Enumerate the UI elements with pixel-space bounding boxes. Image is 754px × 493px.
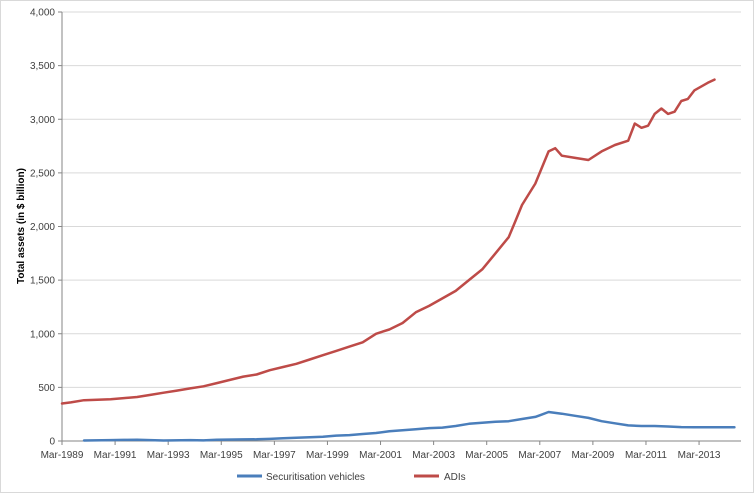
y-tick-label: 2,500	[30, 168, 55, 179]
y-tick-label: 4,000	[30, 8, 55, 19]
y-tick-labels: 0 500 1,000 1,500 2,000 2,500 3,000 3,500 4,000	[30, 8, 62, 448]
gridlines	[62, 11, 741, 388]
x-tick-label: Mar-2013	[678, 450, 721, 461]
x-tick-label: Mar-1999	[306, 450, 349, 461]
x-tick-label: Mar-1995	[200, 450, 243, 461]
x-tick-label: Mar-2011	[625, 450, 667, 461]
x-tick-label: Mar-2005	[465, 450, 508, 461]
legend-label-adis: ADIs	[444, 472, 466, 483]
x-tick-labels: Mar-1989 Mar-1991 Mar-1993 Mar-1995 Mar-1997…	[41, 441, 721, 461]
y-tick-label: 2,000	[30, 222, 55, 233]
x-tick-label: Mar-1991	[94, 450, 137, 461]
x-tick-label: Mar-1997	[253, 450, 296, 461]
y-axis-title: Total assets (in $ billion)	[16, 168, 27, 284]
x-tick-label: Mar-2007	[518, 450, 561, 461]
x-tick-label: Mar-1989	[41, 450, 84, 461]
x-tick-label: Mar-2001	[359, 450, 402, 461]
y-tick-label: 1,500	[30, 276, 55, 287]
series-line-adis	[60, 78, 716, 405]
x-tick-label: Mar-1993	[147, 450, 190, 461]
legend: Securitisation vehicles ADIs	[237, 472, 466, 483]
x-tick-label: Mar-2003	[412, 450, 455, 461]
y-tick-label: 0	[49, 437, 55, 448]
series-line-securitisation-vehicles	[82, 410, 736, 442]
legend-label-securitisation: Securitisation vehicles	[266, 472, 365, 483]
y-tick-label: 3,500	[30, 61, 55, 72]
y-tick-label: 3,000	[30, 115, 55, 126]
series-lines	[60, 78, 736, 442]
x-tick-label: Mar-2009	[571, 450, 614, 461]
y-tick-label: 500	[38, 383, 55, 394]
y-tick-label: 1,000	[30, 329, 55, 340]
